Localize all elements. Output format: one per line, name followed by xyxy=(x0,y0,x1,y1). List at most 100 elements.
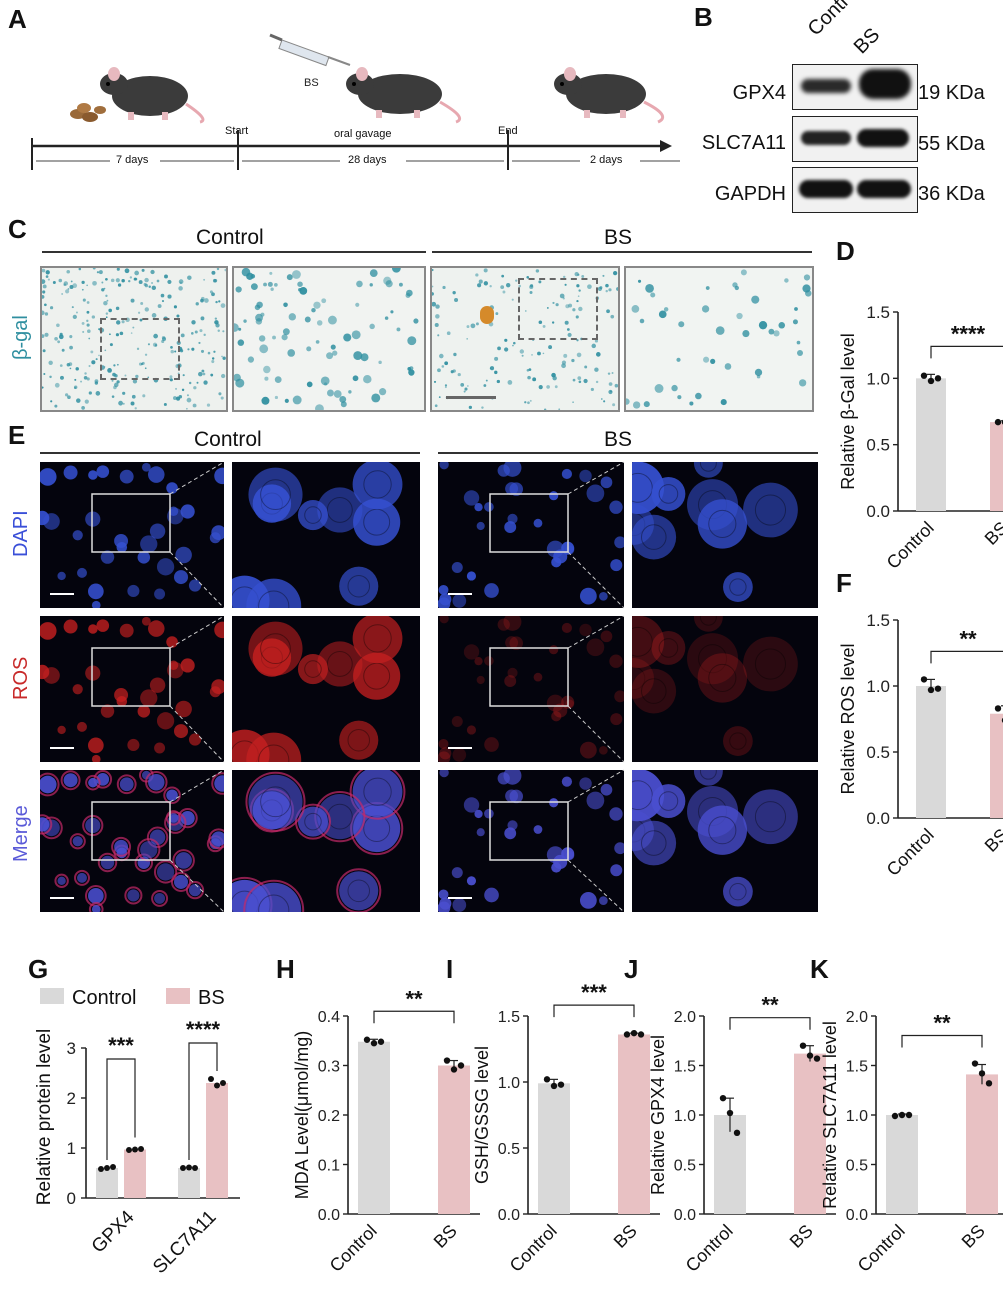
data-point xyxy=(450,1066,458,1073)
significance-bracket xyxy=(930,650,1003,664)
fluorescence-tile xyxy=(232,616,420,762)
y-tick-label: 1.0 xyxy=(866,369,890,388)
data-point xyxy=(138,1146,144,1152)
data-point xyxy=(891,1112,899,1120)
y-axis-label: Relative SLC7A11 level xyxy=(820,1021,840,1209)
significance-stars: **** xyxy=(186,1017,221,1042)
fluorescence-tile xyxy=(632,770,818,912)
bar-control-slc7a11 xyxy=(178,1168,200,1198)
bar-control xyxy=(916,686,946,818)
y-tick-label: 0.0 xyxy=(866,502,890,521)
data-point xyxy=(377,1038,385,1045)
timeline-end-label: End xyxy=(498,125,518,137)
significance-bracket xyxy=(188,1042,218,1160)
y-tick-label: 0.1 xyxy=(318,1158,340,1175)
y-tick-label: 1.0 xyxy=(866,677,890,696)
y-tick-label: 1.5 xyxy=(866,303,890,322)
panel-label-k: K xyxy=(810,954,829,984)
data-point xyxy=(192,1165,198,1171)
blot-size-gpx4: 19 KDa xyxy=(918,82,985,104)
y-tick-label: 1.0 xyxy=(498,1075,520,1092)
bar-bs xyxy=(990,422,1003,511)
fluorescence-tile xyxy=(438,615,625,763)
y-tick-label: 2 xyxy=(67,1089,76,1108)
mouse-icon-3 xyxy=(554,67,665,124)
y-tick-label: 0.3 xyxy=(318,1059,340,1076)
data-point xyxy=(898,1111,906,1119)
mouse-icon-2 xyxy=(346,67,461,124)
bar-bs xyxy=(794,1053,826,1214)
data-point xyxy=(180,1165,186,1171)
panel-label-h: H xyxy=(276,954,295,984)
panel-label-e: E xyxy=(8,420,26,450)
x-tick-label: BS xyxy=(981,518,1003,549)
data-point xyxy=(370,1040,378,1047)
y-tick-label: 0.4 xyxy=(318,1009,340,1026)
x-tick-label: Control xyxy=(854,1221,909,1276)
data-point xyxy=(186,1164,192,1171)
data-point xyxy=(733,1129,741,1137)
fluorescence-tile xyxy=(40,769,225,913)
food-pellets-icon xyxy=(70,103,106,122)
data-point xyxy=(927,377,935,385)
data-point xyxy=(806,1052,814,1059)
fluorescence-tile xyxy=(438,769,625,913)
blot-band-gapdh xyxy=(792,167,918,213)
data-point xyxy=(985,1080,993,1087)
y-axis-label: GSH/GSSG level xyxy=(472,1046,492,1184)
blot-band-slc7a11 xyxy=(792,116,918,162)
y-axis-label: MDA Level(μmol/mg) xyxy=(292,1031,312,1199)
significance-stars: ** xyxy=(959,626,977,651)
y-axis-label: Relative protein level xyxy=(34,1029,55,1205)
data-point xyxy=(110,1164,116,1170)
bar-control xyxy=(916,378,946,511)
y-tick-label: 0.5 xyxy=(866,436,890,455)
bar-bs-slc7a11 xyxy=(206,1083,228,1198)
blot-size-gapdh: 36 KDa xyxy=(918,183,985,205)
bgal-bs-overview xyxy=(430,266,620,412)
bgal-bs-zoom xyxy=(624,266,814,412)
timeline-phase2-label: 28 days xyxy=(348,154,387,166)
bar-bs-gpx4 xyxy=(124,1149,146,1198)
bar-bs xyxy=(966,1074,998,1214)
fluorescence-images xyxy=(40,461,818,913)
data-point xyxy=(443,1057,451,1064)
y-tick-label: 0.2 xyxy=(318,1108,340,1125)
y-tick-label: 1 xyxy=(67,1139,76,1158)
y-tick-label: 2.0 xyxy=(674,1009,696,1026)
blot-protein-slc7a11: SLC7A11 xyxy=(701,132,786,154)
data-point xyxy=(550,1082,558,1090)
data-point xyxy=(813,1055,821,1062)
data-point xyxy=(637,1031,645,1038)
y-tick-label: 0.5 xyxy=(498,1141,520,1158)
y-tick-label: 1.5 xyxy=(674,1059,696,1076)
y-tick-label: 1.0 xyxy=(846,1108,868,1125)
bar-bs xyxy=(990,713,1003,818)
timeline-illustration: BS xyxy=(31,33,680,170)
significance-stars: ** xyxy=(761,993,779,1018)
y-tick-label: 2.0 xyxy=(846,1009,868,1026)
blot-protein-gpx4: GPX4 xyxy=(732,82,786,104)
significance-stars: ** xyxy=(933,1011,951,1036)
y-tick-label: 0.0 xyxy=(498,1207,520,1224)
y-tick-label: 0.5 xyxy=(866,743,890,762)
timeline-phase3-label: 2 days xyxy=(590,154,623,166)
panel-label-a: A xyxy=(8,4,27,34)
data-point xyxy=(126,1147,132,1153)
data-point xyxy=(208,1076,214,1082)
fluorescence-tile xyxy=(40,461,225,609)
data-point xyxy=(971,1060,979,1067)
data-point xyxy=(994,705,1002,712)
data-point xyxy=(98,1166,104,1172)
x-tick-label: SLC7A11 xyxy=(149,1207,220,1278)
y-tick-label: 1.5 xyxy=(498,1009,520,1026)
data-point xyxy=(220,1080,226,1086)
data-point xyxy=(104,1165,110,1171)
fluorescence-tile xyxy=(632,616,818,762)
legend-swatch-bs xyxy=(166,988,190,1004)
data-point xyxy=(623,1031,631,1038)
data-point xyxy=(934,375,942,382)
panel-e-group-control: Control xyxy=(194,428,262,451)
data-point xyxy=(457,1062,465,1069)
